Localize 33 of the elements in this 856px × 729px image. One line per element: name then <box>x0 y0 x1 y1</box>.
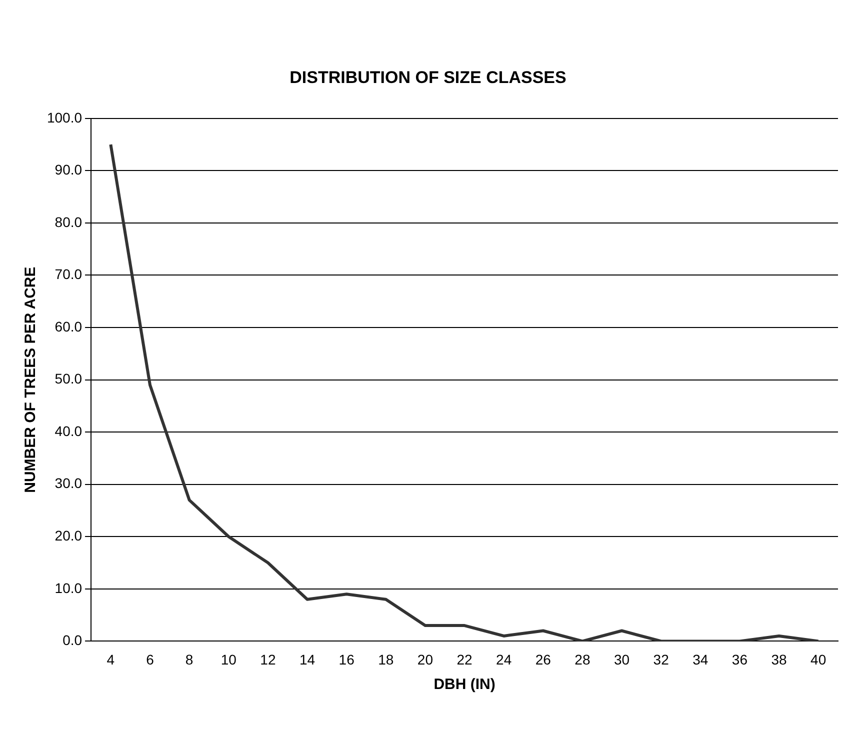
y-tick-label: 50.0 <box>54 370 82 387</box>
x-tick-label: 28 <box>574 651 590 668</box>
chart-title: DISTRIBUTION OF SIZE CLASSES <box>290 68 566 87</box>
x-tick-label: 38 <box>771 651 788 668</box>
y-tick-label: 10.0 <box>54 580 82 596</box>
x-tick-label: 18 <box>378 651 394 668</box>
x-tick-label: 16 <box>338 651 355 668</box>
x-tick-label: 34 <box>692 651 708 668</box>
x-tick-label: 24 <box>496 651 512 668</box>
y-tick-label: 90.0 <box>54 162 82 178</box>
y-tick-label: 20.0 <box>54 528 82 544</box>
y-tick-label: 100.0 <box>46 109 82 126</box>
x-tick-label: 14 <box>299 651 316 668</box>
y-tick-label: 70.0 <box>54 266 82 282</box>
x-tick-label: 26 <box>535 651 552 668</box>
x-tick-label: 10 <box>220 651 237 668</box>
x-tick-label: 20 <box>417 651 434 668</box>
x-tick-label: 30 <box>614 651 630 668</box>
x-tick-label: 32 <box>653 651 670 668</box>
x-tick-label: 8 <box>185 651 194 668</box>
y-tick-label: 60.0 <box>54 318 82 334</box>
y-tick-label: 30.0 <box>54 475 82 492</box>
y-tick-label: 80.0 <box>54 214 82 230</box>
x-axis-title: DBH (IN) <box>434 676 496 694</box>
x-tick-label: 36 <box>732 651 748 668</box>
x-tick-label: 12 <box>260 651 276 668</box>
y-tick-label: 0.0 <box>62 632 82 648</box>
y-axis-title: NUMBER OF TREES PER ACRE <box>22 266 40 493</box>
x-tick-label: 22 <box>456 651 473 668</box>
y-tick-label: 40.0 <box>54 422 82 439</box>
x-tick-label: 4 <box>106 651 115 668</box>
x-tick-label: 6 <box>146 651 154 668</box>
x-tick-label: 40 <box>810 651 826 668</box>
